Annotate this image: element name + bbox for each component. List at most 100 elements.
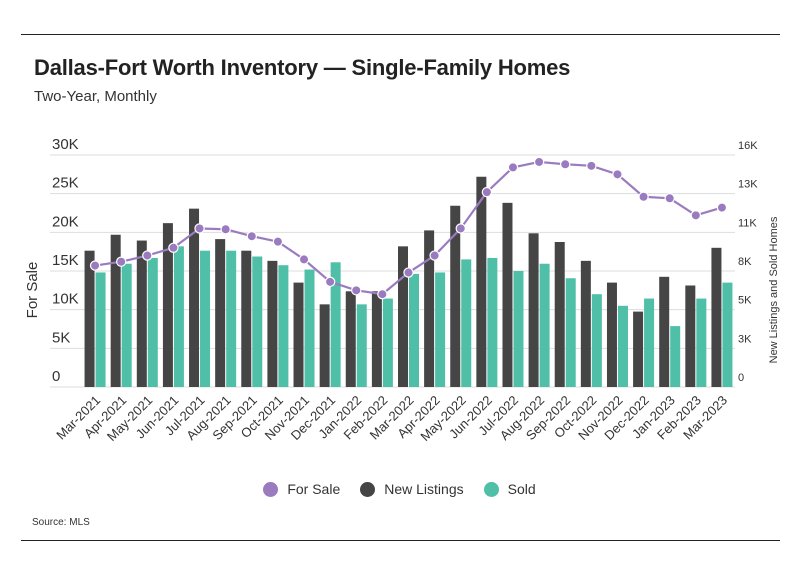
point-for-sale xyxy=(246,230,257,242)
bar-new-listings xyxy=(267,260,278,387)
bar-new-listings xyxy=(685,285,696,387)
legend-label-for-sale: For Sale xyxy=(287,481,341,497)
bar-new-listings xyxy=(476,176,487,387)
right-tick-label: 3K xyxy=(738,333,752,345)
point-for-sale xyxy=(89,260,101,271)
point-for-sale xyxy=(298,254,310,265)
top-rule xyxy=(21,34,780,35)
bar-new-listings xyxy=(450,205,461,387)
left-tick-label: 5K xyxy=(52,329,70,346)
bar-sold xyxy=(670,326,681,387)
left-tick-label: 20K xyxy=(52,213,79,230)
bar-sold xyxy=(487,257,498,387)
bar-sold xyxy=(95,272,106,387)
legend-item-new-listings: New Listings xyxy=(360,481,464,497)
bar-sold xyxy=(121,263,132,387)
left-axis-label: For Sale xyxy=(24,262,41,319)
bar-sold xyxy=(200,250,211,387)
bar-sold xyxy=(382,298,393,387)
right-tick-label: 16K xyxy=(738,140,758,152)
point-for-sale xyxy=(324,276,336,288)
bar-sold xyxy=(356,304,367,387)
left-tick-label: 25K xyxy=(52,175,79,192)
left-tick-label: 10K xyxy=(52,291,79,308)
legend-label-sold: Sold xyxy=(507,481,536,497)
point-for-sale xyxy=(194,223,205,234)
bar-sold xyxy=(409,273,419,387)
bar-new-listings xyxy=(606,282,617,387)
bar-new-listings xyxy=(319,304,330,387)
point-for-sale xyxy=(586,160,597,172)
bar-new-listings xyxy=(580,260,591,387)
bar-new-listings xyxy=(215,239,226,387)
point-for-sale xyxy=(351,285,362,296)
bar-sold xyxy=(565,278,576,387)
legend-item-sold: Sold xyxy=(483,481,536,497)
bar-new-listings xyxy=(554,242,565,387)
bar-sold xyxy=(617,305,628,387)
bar-new-listings xyxy=(162,223,173,387)
bar-sold xyxy=(539,263,550,387)
point-for-sale xyxy=(403,267,414,278)
right-tick-label: 11K xyxy=(738,217,757,229)
point-for-sale xyxy=(377,289,388,300)
bar-new-listings xyxy=(711,247,722,387)
point-for-sale xyxy=(272,236,284,247)
legend-swatch-new-listings xyxy=(360,481,376,497)
bar-new-listings xyxy=(502,202,513,387)
right-tick-label: 5K xyxy=(738,295,752,307)
bar-sold xyxy=(435,272,446,387)
bar-sold xyxy=(147,257,158,387)
source-note: Source: MLS xyxy=(32,517,90,528)
legend-item-for-sale: For Sale xyxy=(263,481,340,497)
bar-new-listings xyxy=(371,291,382,387)
point-for-sale xyxy=(115,256,127,267)
right-tick-label: 0 xyxy=(738,372,744,384)
bottom-rule xyxy=(21,540,780,541)
bar-new-listings xyxy=(241,250,252,387)
bar-sold xyxy=(513,271,524,387)
legend: For Sale New Listings Sold xyxy=(0,481,799,497)
bar-new-listings xyxy=(189,208,200,387)
point-for-sale xyxy=(638,191,649,202)
legend-swatch-for-sale xyxy=(263,481,279,497)
legend-swatch-sold xyxy=(483,481,499,497)
bar-sold xyxy=(278,265,289,387)
bar-sold xyxy=(330,262,341,387)
bar-new-listings xyxy=(110,234,121,387)
point-for-sale xyxy=(690,210,702,221)
point-for-sale xyxy=(560,159,571,170)
bar-new-listings xyxy=(659,276,670,387)
bar-new-listings xyxy=(398,246,408,387)
bar-sold xyxy=(226,250,237,387)
point-for-sale xyxy=(533,156,545,168)
bar-sold xyxy=(722,282,733,387)
bar-new-listings xyxy=(136,240,147,387)
bar-new-listings xyxy=(424,230,435,387)
chart-subtitle: Two-Year, Monthly xyxy=(34,88,157,105)
point-for-sale xyxy=(716,202,728,213)
bar-new-listings xyxy=(633,311,644,387)
point-for-sale xyxy=(142,250,153,261)
point-for-sale xyxy=(220,224,231,235)
bar-sold xyxy=(304,269,315,387)
point-for-sale xyxy=(168,242,179,253)
right-tick-label: 8K xyxy=(738,256,752,268)
left-tick-label: 0 xyxy=(52,368,60,385)
bar-new-listings xyxy=(293,282,304,387)
right-tick-label: 13K xyxy=(738,179,758,191)
left-tick-label: 15K xyxy=(52,252,79,269)
bar-new-listings xyxy=(345,291,356,387)
bar-sold xyxy=(591,294,602,387)
point-for-sale xyxy=(507,162,519,173)
point-for-sale xyxy=(481,186,493,198)
bar-new-listings xyxy=(84,250,95,387)
point-for-sale xyxy=(612,169,623,180)
bar-sold xyxy=(696,298,707,387)
bar-new-listings xyxy=(528,233,539,387)
point-for-sale xyxy=(664,193,675,204)
bar-sold xyxy=(644,298,655,387)
point-for-sale xyxy=(455,223,466,234)
bar-sold xyxy=(252,256,263,387)
